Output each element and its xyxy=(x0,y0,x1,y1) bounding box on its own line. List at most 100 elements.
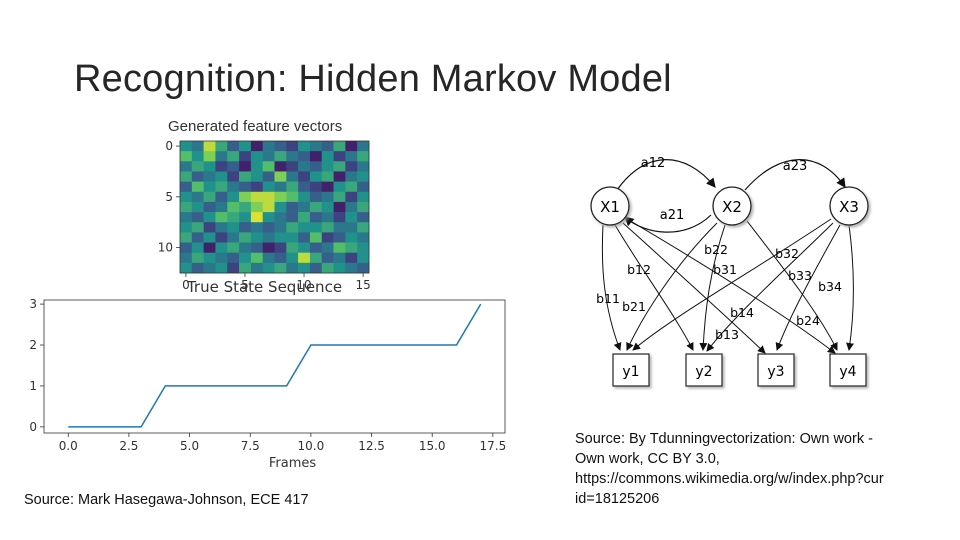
heatmap-cell xyxy=(191,222,204,233)
heatmap-cell xyxy=(309,201,323,213)
heatmap-cell xyxy=(203,201,216,213)
heatmap-cell xyxy=(298,232,311,243)
line-xtick-label: 7.5 xyxy=(241,439,260,453)
heatmap-cell xyxy=(227,242,240,253)
transition-arrow-a23 xyxy=(744,159,846,191)
heatmap-cell xyxy=(274,151,287,162)
heatmap-cell xyxy=(286,201,299,213)
heatmap-cell xyxy=(203,262,216,274)
heatmap-cell xyxy=(191,232,204,243)
heatmap-cell xyxy=(262,171,275,182)
heatmap-cell xyxy=(286,252,299,264)
heatmap-cell xyxy=(215,222,228,233)
heatmap-cell xyxy=(239,161,252,172)
heatmap-cell xyxy=(357,151,370,162)
source-right-line: Own work, CC BY 3.0, xyxy=(575,451,720,467)
heatmap-cell xyxy=(203,181,216,193)
line-xlabel: Frames xyxy=(269,456,317,471)
emission-label-b34: b34 xyxy=(818,279,842,294)
source-right-line: Source: By Tdunningvectorization: Own wo… xyxy=(575,431,873,447)
heatmap-cell xyxy=(333,222,346,233)
heatmap-cell xyxy=(239,151,252,162)
heatmap-cell xyxy=(298,181,311,193)
heatmap-cell xyxy=(309,242,323,253)
observation-label-y2: y2 xyxy=(695,364,712,380)
source-right-line: id=18125206 xyxy=(575,491,660,507)
heatmap-cell xyxy=(191,201,204,213)
heatmap-cell xyxy=(191,151,204,162)
state-sequence-figure: True State Sequence 0 1 2 3 0.0 2.5 5.0 7.5 10.0 1… xyxy=(20,278,510,478)
heatmap-cell xyxy=(180,181,193,193)
slide-title: Recognition: Hidden Markov Model xyxy=(74,58,672,100)
heatmap-cell xyxy=(239,191,252,203)
heatmap-cell xyxy=(180,242,193,253)
heatmap-cell xyxy=(203,161,216,172)
heatmap-cell xyxy=(345,242,358,253)
emission-arrow-x3-y1 xyxy=(632,218,832,351)
heatmap-cell xyxy=(298,141,311,152)
heatmap-cell xyxy=(203,252,216,264)
heatmap-cell xyxy=(333,181,346,193)
heatmap-cell xyxy=(250,171,263,182)
heatmap-cell xyxy=(333,141,346,152)
heatmap-cell xyxy=(321,151,334,162)
heatmap-cell xyxy=(239,262,252,274)
heatmap-cell xyxy=(180,141,193,152)
heatmap-cell xyxy=(227,252,240,264)
heatmap-cell xyxy=(357,171,370,182)
heatmap-cell xyxy=(227,161,240,172)
heatmap-cell xyxy=(274,252,287,264)
observation-label-y4: y4 xyxy=(839,364,856,380)
state-label-x3: X3 xyxy=(839,198,859,216)
state-node-x3 xyxy=(829,186,869,226)
heatmap-cell xyxy=(333,151,346,162)
heatmap-cell xyxy=(262,151,275,162)
line-xtick-label: 12.5 xyxy=(358,439,385,453)
observation-label-y1: y1 xyxy=(622,364,639,380)
heatmap-cell xyxy=(180,171,193,182)
heatmap-cell xyxy=(321,212,334,223)
heatmap-cell xyxy=(286,262,299,274)
emission-arrow-x2-y4 xyxy=(746,220,838,351)
heatmap-cell xyxy=(180,201,193,213)
heatmap-cell xyxy=(345,252,358,264)
heatmap-cell xyxy=(250,262,263,274)
transition-label-a23: a23 xyxy=(783,159,808,174)
heatmap-cell xyxy=(357,252,370,264)
source-right-caption: Source: By Tdunningvectorization: Own wo… xyxy=(575,429,955,509)
heatmap-cell xyxy=(215,232,228,243)
heatmap-cell xyxy=(286,151,299,162)
heatmap-cell xyxy=(191,181,204,193)
heatmap-xtick-label: 0 xyxy=(182,278,190,292)
emission-label-b13: b13 xyxy=(715,327,739,342)
heatmap-cell xyxy=(274,232,287,243)
heatmap-cell xyxy=(274,171,287,182)
emission-label-b21: b21 xyxy=(622,299,646,314)
observation-box-y1 xyxy=(612,353,650,387)
heatmap-cell xyxy=(262,141,275,152)
line-chart-title: True State Sequence xyxy=(186,278,342,296)
heatmap-cell xyxy=(180,232,193,243)
heatmap-cell xyxy=(333,252,346,264)
heatmap-cell xyxy=(180,191,193,203)
heatmap-cell xyxy=(286,191,299,203)
emission-arrow-x3-y3 xyxy=(775,224,841,351)
heatmap-cell xyxy=(357,262,370,274)
heatmap-cell xyxy=(286,232,299,243)
state-label-x1: X1 xyxy=(600,198,620,216)
heatmap-cell xyxy=(203,242,216,253)
heatmap-cell xyxy=(239,201,252,213)
heatmap-cell xyxy=(262,191,275,203)
emission-label-b32: b32 xyxy=(775,246,799,261)
heatmap-cell xyxy=(298,151,311,162)
heatmap-cell xyxy=(345,262,358,274)
transition-arrow-a12 xyxy=(616,159,716,191)
heatmap-cell xyxy=(239,212,252,223)
heatmap-cell xyxy=(357,232,370,243)
heatmap-cell xyxy=(274,222,287,233)
heatmap-cell xyxy=(309,262,323,274)
heatmap-cell xyxy=(227,212,240,223)
heatmap-cell xyxy=(180,212,193,223)
heatmap-cell xyxy=(215,151,228,162)
heatmap-cell xyxy=(250,242,263,253)
